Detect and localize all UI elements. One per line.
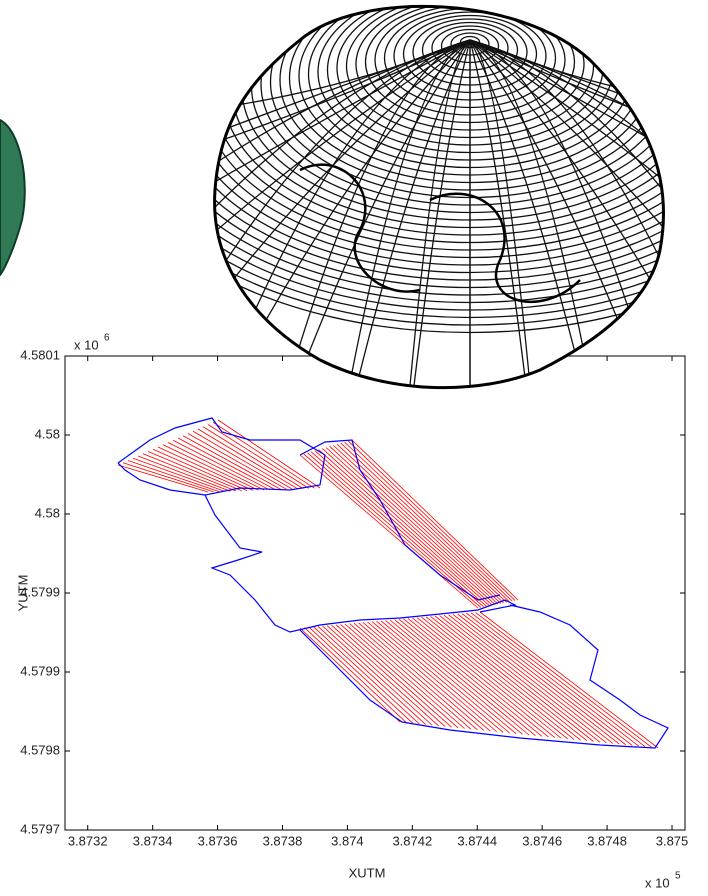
plot-frame [65, 356, 685, 830]
x-tick-label: 3.8732 [68, 833, 108, 848]
x-tick-label: 3.8748 [587, 833, 627, 848]
x-multiplier-exponent: 5 [675, 871, 681, 882]
y-tick-label: 4.5801 [20, 347, 60, 362]
x-tick-label: 3.8738 [263, 833, 303, 848]
x-multiplier: x 10 [645, 875, 670, 890]
y-multiplier-exponent: 6 [104, 333, 110, 344]
plot: 3.8732 3.8734 3.8736 3.8738 3.874 3.8742 3.874… [15, 333, 688, 891]
x-tick-label: 3.8734 [133, 833, 173, 848]
x-axis-label: XUTM [349, 865, 386, 880]
y-tick-label: 4.5799 [20, 663, 60, 678]
y-axis-label: YUTM [15, 575, 30, 612]
x-tick-label: 3.875 [656, 833, 689, 848]
x-tick-label: 3.8736 [198, 833, 238, 848]
x-tick-label: 3.8746 [522, 833, 562, 848]
x-tick-label: 3.874 [331, 833, 364, 848]
y-tick-label: 4.58 [35, 505, 60, 520]
y-tick-label: 4.5797 [20, 821, 60, 836]
y-multiplier: x 10 [74, 337, 99, 352]
x-tick-label: 3.8744 [457, 833, 497, 848]
y-tick-label: 4.58 [35, 426, 60, 441]
blob-image [0, 120, 25, 275]
y-tick-label: 4.5798 [20, 742, 60, 757]
page: 3.8732 3.8734 3.8736 3.8738 3.874 3.8742 3.874… [0, 0, 708, 891]
x-tick-label: 3.8742 [392, 833, 432, 848]
